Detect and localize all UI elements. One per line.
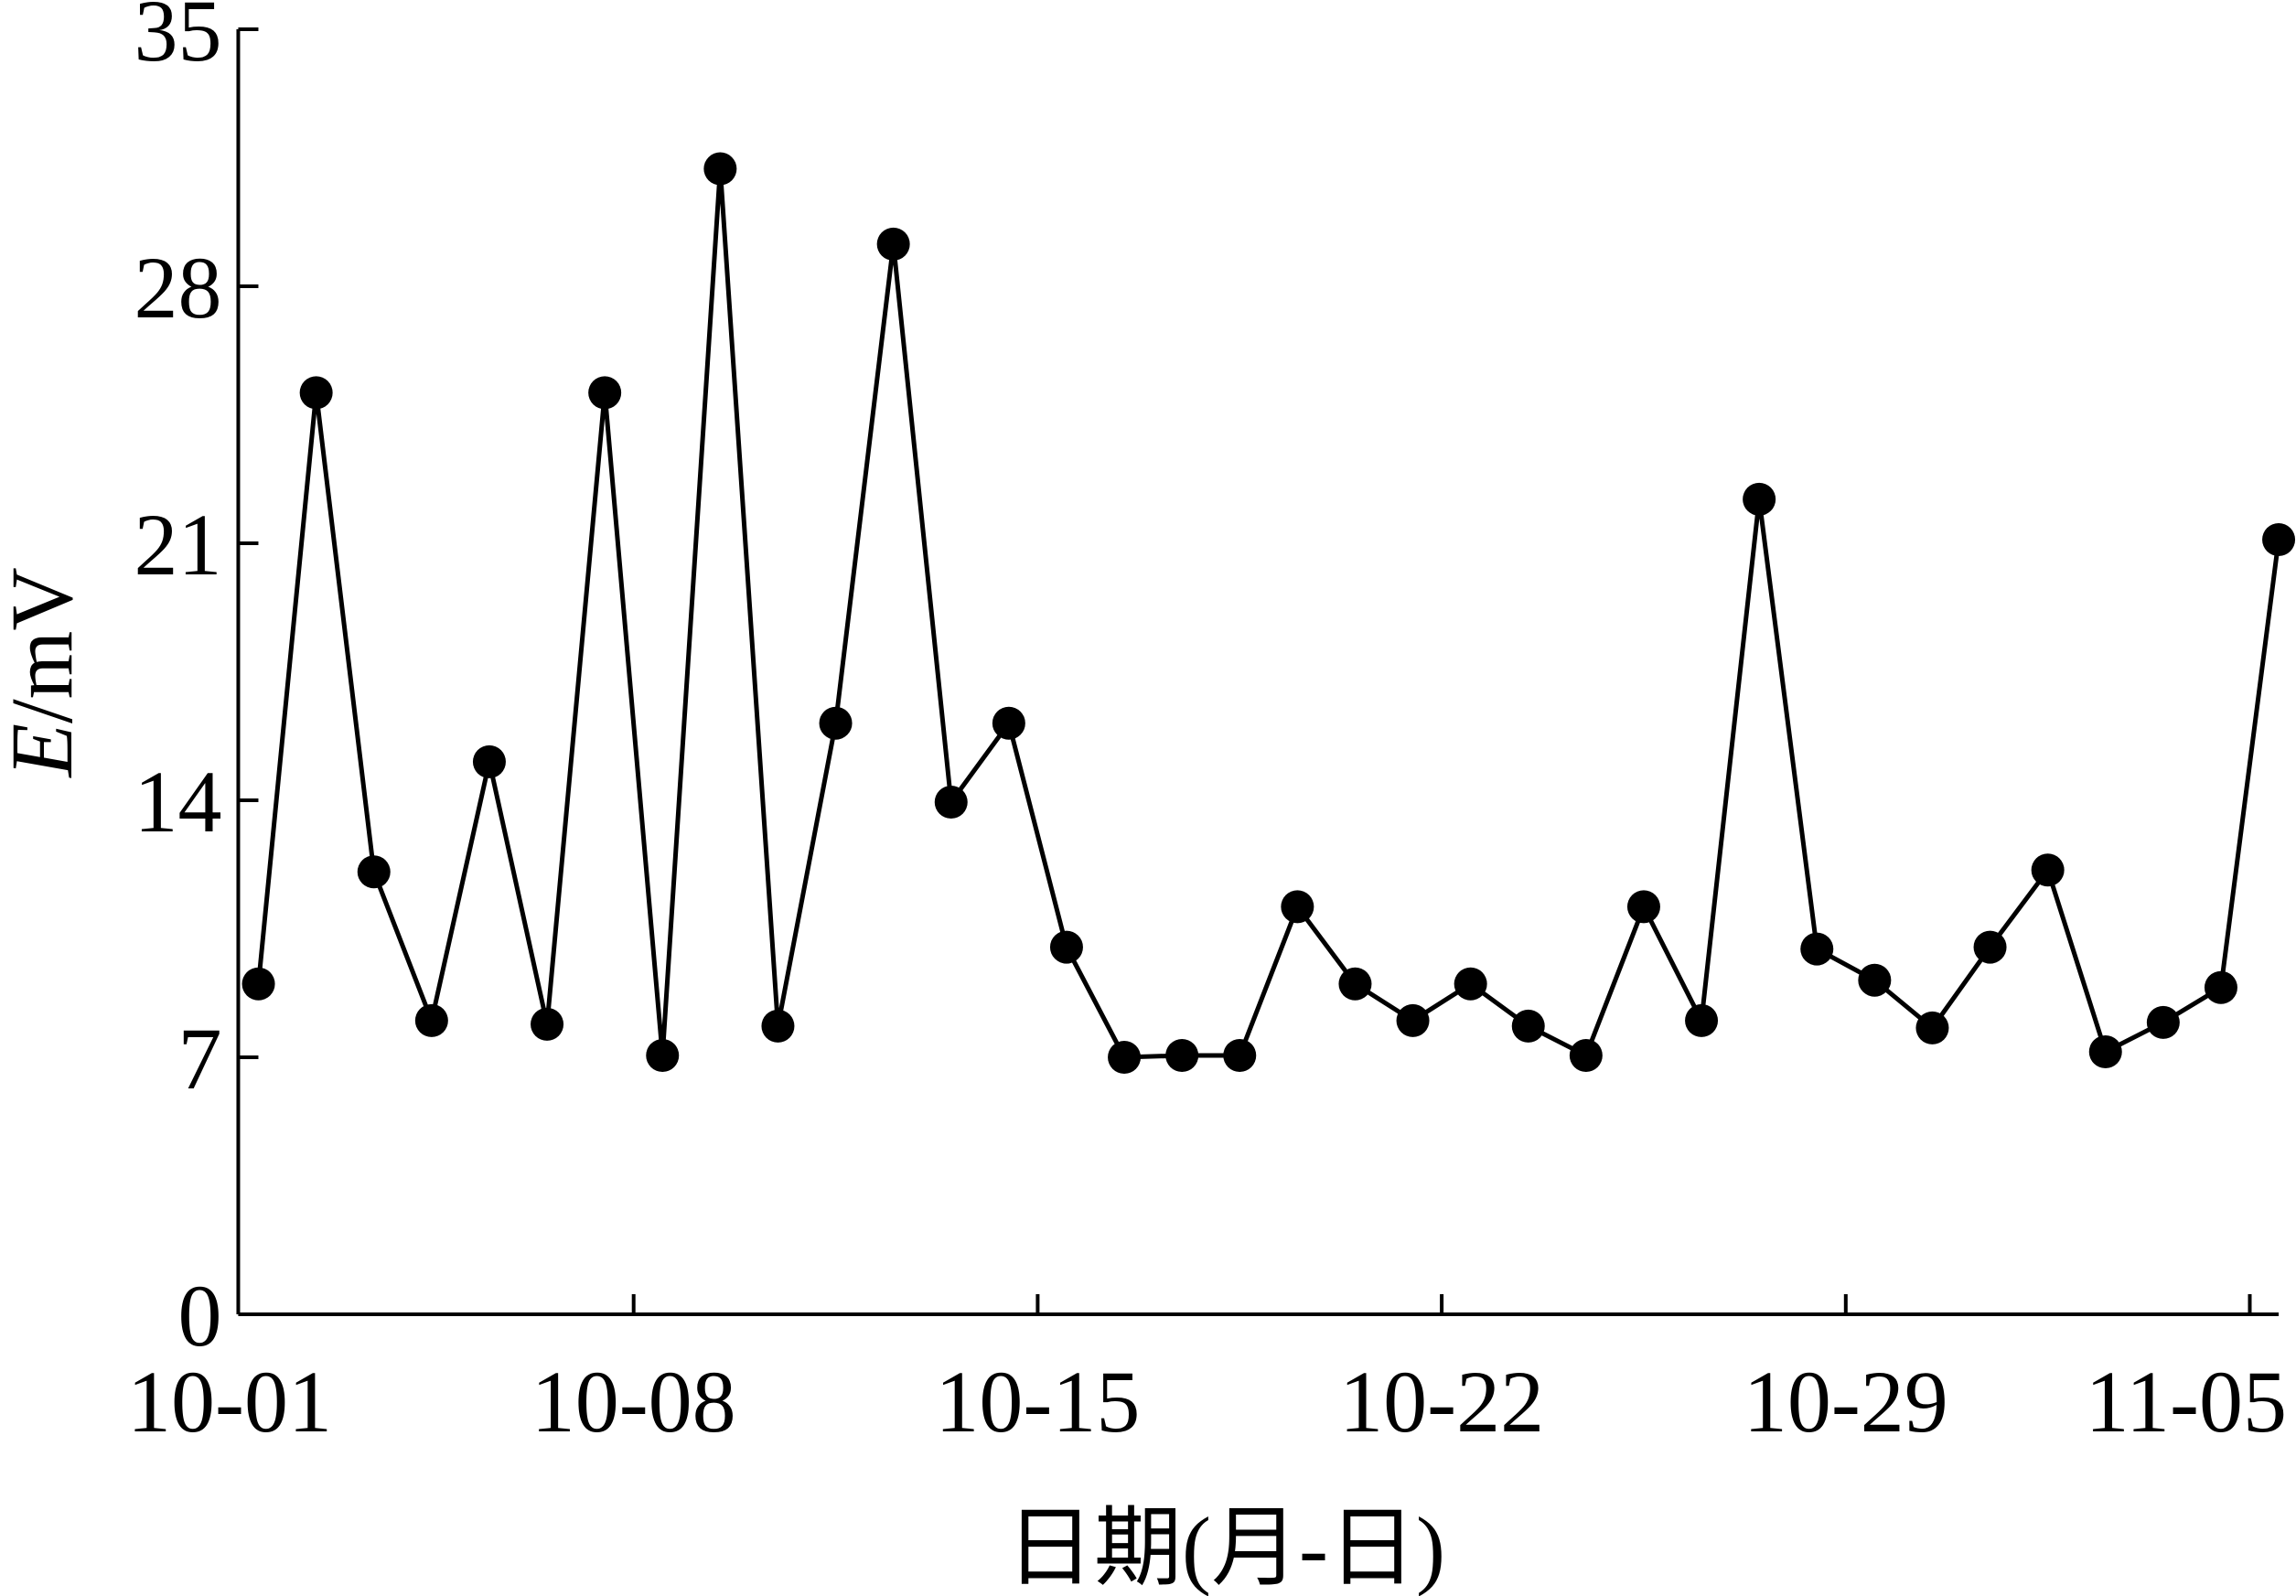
point [934, 786, 968, 819]
y-tick-label: 21 [134, 496, 221, 594]
x-tick-label: 10-22 [1339, 1353, 1544, 1451]
point [1338, 967, 1372, 1001]
point [472, 744, 506, 778]
x-tick-label: 10-15 [935, 1353, 1140, 1451]
point [876, 227, 910, 261]
point [703, 152, 737, 186]
point [1915, 1011, 1949, 1044]
point [1454, 967, 1487, 1001]
point [2146, 1005, 2180, 1039]
line [256, 168, 2281, 1060]
point [2031, 853, 2065, 887]
point [357, 855, 391, 889]
point [1973, 930, 2007, 964]
point [2262, 522, 2296, 556]
point [241, 967, 275, 1001]
x-tick-label: 10-29 [1743, 1353, 1948, 1451]
x-tick-label: 11-05 [2086, 1353, 2287, 1451]
y-axis-label-italic: E [0, 723, 91, 779]
point [1685, 1003, 1719, 1037]
y-axis-label: E/mV [0, 567, 91, 778]
point [299, 376, 333, 410]
point [588, 376, 622, 410]
point [1108, 1041, 1142, 1074]
point [2088, 1034, 2122, 1068]
point [1858, 963, 1892, 997]
point [992, 706, 1025, 740]
point [1743, 482, 1776, 516]
y-tick-label: 0 [177, 1267, 221, 1365]
x-tick-label: 10-01 [127, 1353, 332, 1451]
point [761, 1009, 795, 1043]
y-tick-label: 7 [177, 1010, 221, 1108]
y-tick-label: 28 [134, 239, 221, 337]
point [1396, 1003, 1430, 1037]
y-tick-label: 35 [134, 0, 221, 80]
point [1626, 890, 1660, 924]
point [1511, 1009, 1545, 1043]
x-tick-label: 10-08 [531, 1353, 736, 1451]
x-axis-label: 日期(月-日) [1006, 1499, 1445, 1596]
point [1165, 1038, 1199, 1072]
point [1223, 1038, 1257, 1072]
point [819, 706, 853, 740]
y-tick-label: 14 [134, 753, 221, 851]
point [1569, 1038, 1603, 1072]
point [646, 1038, 680, 1072]
point [414, 1003, 448, 1037]
point [1049, 930, 1083, 964]
y-axis-label-rest: /mV [0, 567, 91, 723]
point [1281, 890, 1314, 924]
point [1800, 932, 1834, 966]
point [531, 1007, 564, 1041]
point [2204, 970, 2237, 1004]
